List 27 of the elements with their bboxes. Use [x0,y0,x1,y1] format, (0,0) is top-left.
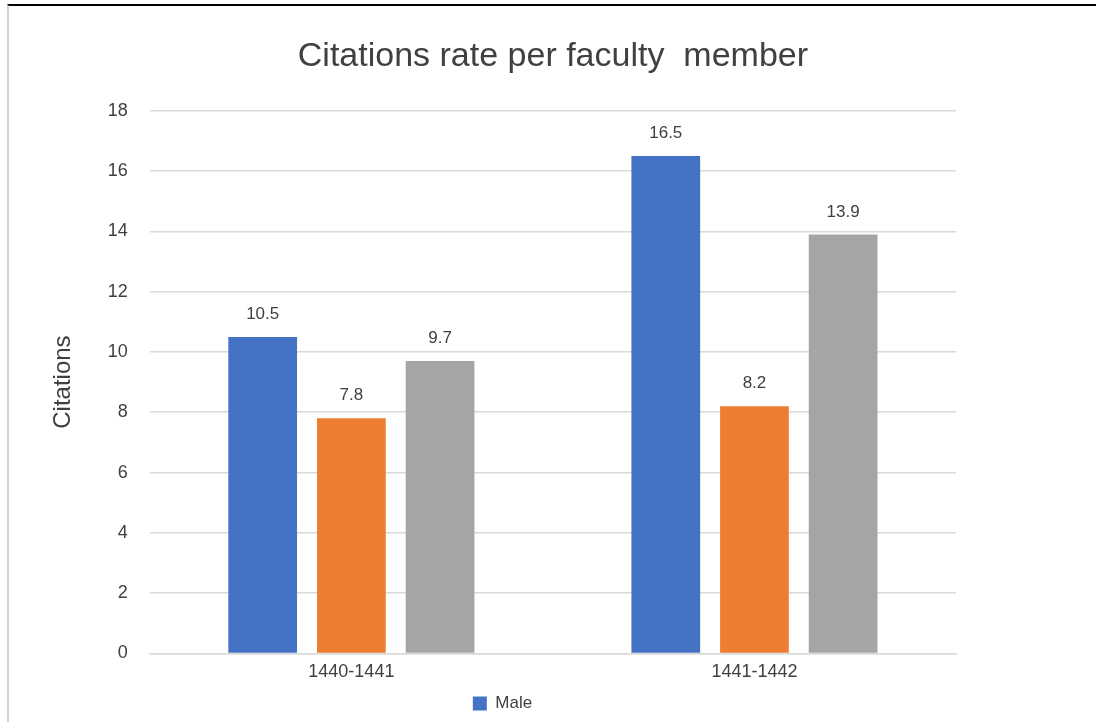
y-tick-label: 4 [117,521,128,542]
y-axis-title: Citations [48,335,76,429]
y-tick-label: 6 [117,461,128,482]
x-tick-label: 1441-1442 [711,661,798,682]
y-tick-label: 16 [107,160,128,181]
y-tick-label: 12 [107,280,128,301]
data-label: 7.8 [339,385,364,405]
bar [405,361,475,653]
data-label: 16.5 [649,123,683,143]
bar [317,418,386,653]
y-tick-label: 10 [107,340,128,361]
legend-label: Male [495,693,533,713]
chart-title: Citations rate per faculty member [297,34,809,73]
y-tick-label: 18 [107,99,128,120]
data-label: 10.5 [246,304,280,324]
y-tick-label: 14 [107,220,128,241]
data-label: 8.2 [742,373,767,393]
data-label: 9.7 [428,328,452,348]
bar [720,406,789,653]
bar [808,234,878,653]
bar [228,336,298,653]
bar [631,156,701,653]
data-label: 13.9 [826,201,860,221]
y-tick-label: 2 [117,582,128,603]
y-tick-label: 0 [117,642,128,663]
x-tick-label: 1440-1441 [308,661,395,682]
y-tick-label: 8 [117,401,128,422]
